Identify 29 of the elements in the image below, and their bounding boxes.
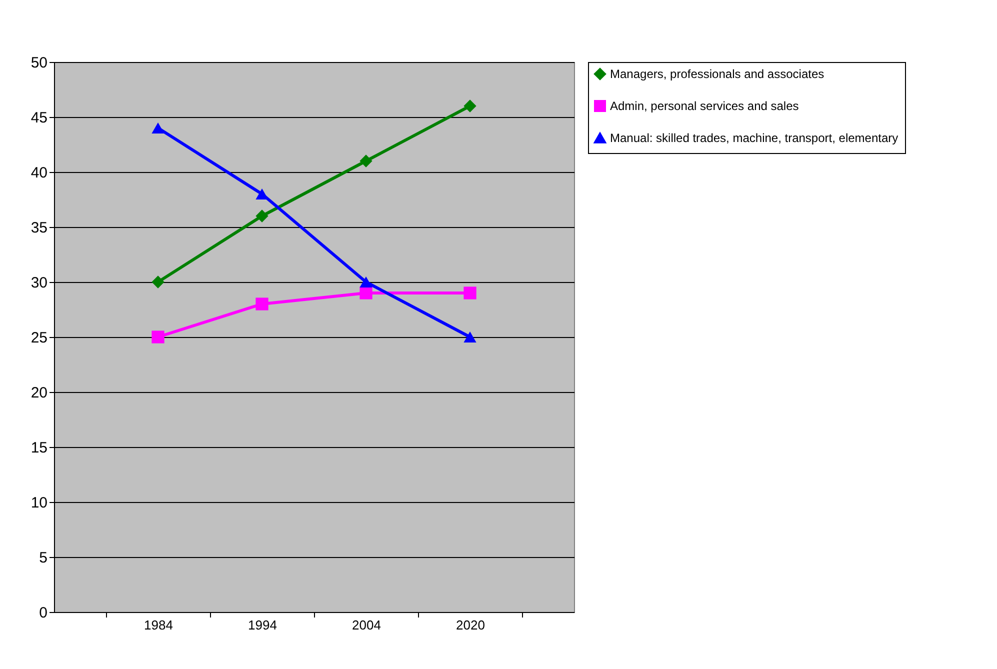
x-tick-label: 2004 xyxy=(352,618,381,632)
legend-label: Manual: skilled trades, machine, transport, elementary xyxy=(610,131,898,145)
y-tick-label: 10 xyxy=(30,494,48,512)
y-tick-label: 50 xyxy=(30,54,48,72)
y-tick-label: 40 xyxy=(30,164,48,182)
y-tick-label: 30 xyxy=(30,274,48,292)
x-tick-label: 2020 xyxy=(456,618,485,632)
point xyxy=(464,286,476,300)
x-tick-label: 1984 xyxy=(144,618,173,632)
point xyxy=(464,100,476,112)
point xyxy=(360,286,372,300)
legend-label: Admin, personal services and sales xyxy=(610,99,799,113)
point xyxy=(256,210,268,222)
y-tick-label: 35 xyxy=(30,220,48,236)
x-tick-label: 1994 xyxy=(248,618,277,632)
point xyxy=(152,330,164,344)
point xyxy=(360,276,372,288)
y-tick-label: 5 xyxy=(39,550,48,566)
y-tick-label: 20 xyxy=(30,384,48,402)
y-tick-label: 25 xyxy=(30,330,48,346)
point xyxy=(152,122,164,134)
legend-label: Managers, professionals and associates xyxy=(610,67,824,81)
point xyxy=(464,332,476,342)
point xyxy=(360,154,372,168)
y-tick-label: 45 xyxy=(30,110,48,126)
y-tick-label: 15 xyxy=(30,440,48,456)
y-tick-label: 0 xyxy=(39,604,48,622)
point xyxy=(256,298,268,310)
point xyxy=(152,276,164,288)
